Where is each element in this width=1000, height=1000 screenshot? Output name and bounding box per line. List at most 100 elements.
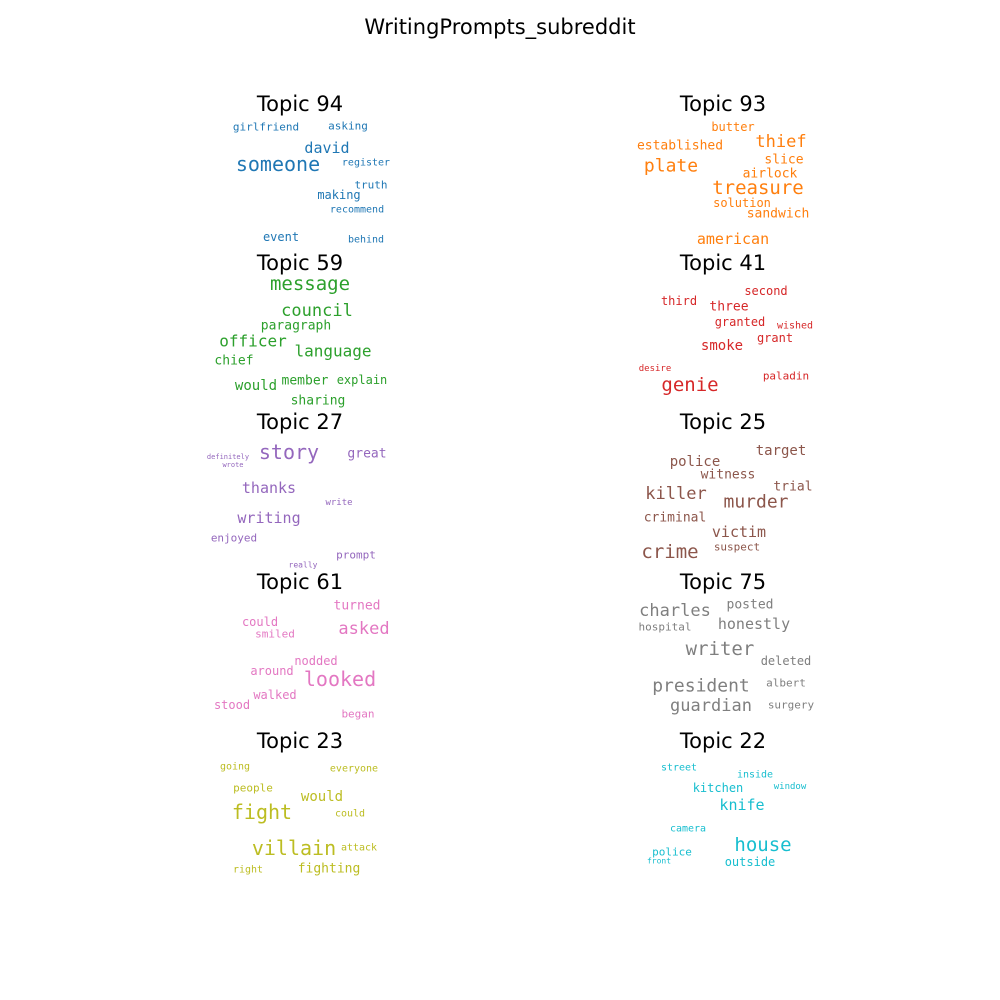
wordcloud-word: second — [744, 284, 787, 298]
wordcloud-panel: Topic 93 butter established thief plate slice… — [637, 92, 809, 248]
wordcloud-word: house — [734, 834, 791, 856]
wordcloud-word: turned — [334, 599, 381, 614]
wordcloud-word: camera — [670, 824, 706, 835]
wordcloud-word: paladin — [763, 370, 809, 383]
wordcloud-word: around — [250, 664, 293, 678]
wordcloud-word: murder — [723, 492, 788, 513]
wordcloud-word: american — [697, 230, 769, 248]
wordcloud-word: smoke — [701, 338, 743, 354]
wordcloud-word: window — [774, 782, 807, 792]
wordcloud-word: wished — [777, 321, 813, 332]
wordcloud-word: victim — [712, 523, 766, 541]
wordcloud-word: began — [341, 708, 374, 721]
wordcloud-word: charles — [639, 601, 711, 621]
wordcloud-word: someone — [236, 152, 320, 176]
wordcloud-word: grant — [757, 331, 793, 345]
panel-title: Topic 61 — [256, 570, 343, 594]
wordcloud-word: inside — [737, 770, 773, 781]
wordcloud-word: butter — [711, 120, 754, 134]
wordcloud-word: member — [282, 374, 329, 389]
wordcloud-word: council — [281, 301, 353, 321]
wordcloud-word: everyone — [330, 764, 378, 775]
wordcloud-word: recommend — [330, 205, 384, 216]
wordcloud-word: chief — [214, 354, 253, 369]
wordcloud-word: asking — [328, 120, 368, 133]
wordcloud-word: treasure — [712, 177, 804, 199]
wordcloud-word: going — [220, 762, 250, 773]
panel-title: Topic 94 — [256, 92, 343, 116]
wordcloud-word: great — [347, 447, 386, 462]
wordcloud-word: thanks — [242, 479, 296, 497]
wordcloud-word: albert — [766, 677, 806, 690]
wordcloud-word: granted — [715, 315, 766, 329]
wordcloud-word: looked — [304, 667, 376, 691]
wordcloud-word: deleted — [761, 654, 812, 668]
wordcloud-word: right — [233, 865, 263, 876]
wordcloud-word: stood — [214, 698, 250, 712]
wordcloud-word: front — [647, 857, 671, 866]
wordcloud-word: desire — [639, 364, 672, 374]
wordcloud-word: officer — [219, 332, 287, 351]
wordcloud-word: slice — [764, 153, 803, 168]
wordcloud-word: explain — [337, 373, 388, 387]
wordcloud-word: thief — [755, 132, 806, 152]
wordcloud-word: kitchen — [693, 781, 744, 795]
wordcloud-word: attack — [341, 843, 377, 854]
wordcloud-word: sharing — [291, 394, 346, 409]
wordcloud-word: register — [342, 158, 390, 169]
wordcloud-word: behind — [348, 235, 384, 246]
panel-title: Topic 93 — [679, 92, 766, 116]
wordcloud-word: three — [709, 300, 748, 315]
wordcloud-word: established — [637, 139, 723, 154]
wordcloud-word: target — [756, 443, 807, 459]
wordcloud-word: third — [661, 294, 697, 308]
wordcloud-word: suspect — [714, 541, 760, 554]
wordcloud-word: surgery — [768, 699, 815, 712]
wordcloud-word: message — [270, 273, 350, 295]
panel-title: Topic 25 — [679, 410, 766, 434]
wordcloud-word: fighting — [298, 862, 361, 877]
panel-title: Topic 75 — [679, 570, 766, 594]
wordcloud-word: guardian — [670, 696, 752, 716]
wordcloud-panel: Topic 23 going everyone people would fight cou… — [220, 729, 378, 877]
wordcloud-word: police — [652, 846, 692, 859]
wordcloud-word: definitely — [207, 453, 249, 461]
wordcloud-panel: Topic 75 charles posted hospital honestly wri… — [639, 570, 815, 716]
wordcloud-word: asked — [338, 619, 389, 639]
wordcloud-word: would — [301, 789, 343, 805]
wordcloud-word: nodded — [294, 654, 337, 668]
wordcloud-word: prompt — [336, 549, 376, 562]
wordcloud-word: airlock — [743, 167, 798, 182]
wordcloud-word: write — [325, 498, 352, 508]
wordcloud-word: trial — [773, 480, 812, 495]
panel-title: Topic 27 — [256, 410, 343, 434]
wordcloud-word: could — [242, 615, 278, 629]
wordcloud-word: honestly — [718, 615, 790, 633]
wordcloud-word: villain — [252, 836, 336, 860]
wordcloud-word: could — [335, 809, 365, 820]
panel-title: Topic 22 — [679, 729, 766, 753]
wordcloud-word: girlfriend — [233, 121, 299, 134]
wordcloud-word: people — [233, 782, 273, 795]
wordcloud-word: writing — [237, 509, 300, 527]
panel-title: Topic 59 — [256, 251, 343, 275]
wordcloud-word: crime — [641, 541, 698, 563]
wordcloud-word: walked — [253, 688, 296, 702]
wordcloud-word: posted — [727, 598, 774, 613]
figure-title: WritingPrompts_subreddit — [364, 15, 636, 39]
wordcloud-word: paragraph — [261, 319, 331, 334]
wordcloud-word: witness — [701, 468, 756, 483]
wordcloud-word: killer — [645, 484, 706, 504]
wordcloud-word: fight — [232, 800, 292, 824]
wordcloud-word: really — [289, 561, 318, 570]
panel-title: Topic 23 — [256, 729, 343, 753]
panel-title: Topic 41 — [679, 251, 766, 275]
